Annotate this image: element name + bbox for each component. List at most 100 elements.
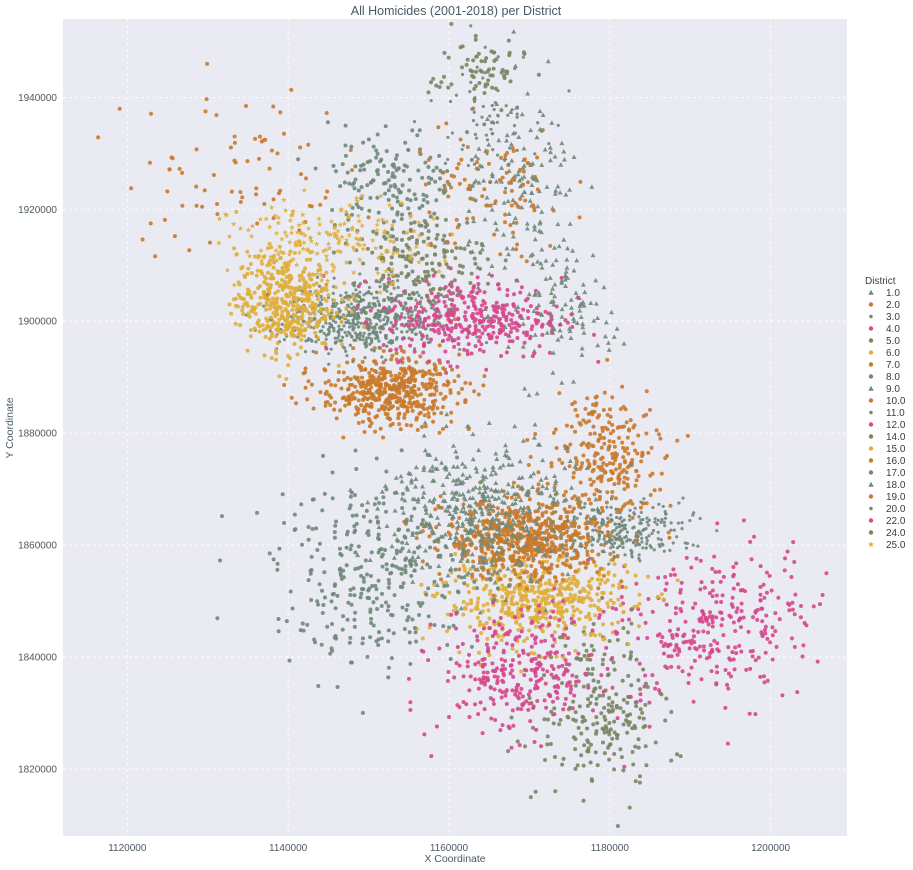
- data-point: [560, 577, 565, 582]
- data-point: [545, 717, 550, 722]
- data-point: [321, 453, 326, 458]
- data-point: [564, 558, 569, 563]
- data-point: [595, 506, 601, 511]
- data-point: [484, 577, 489, 582]
- data-point: [720, 617, 725, 622]
- data-point: [359, 375, 364, 380]
- data-point: [311, 349, 315, 354]
- data-point: [573, 569, 578, 574]
- data-point: [307, 320, 312, 325]
- data-point: [233, 296, 238, 301]
- data-point: [396, 285, 400, 290]
- data-point: [339, 320, 344, 325]
- data-point: [418, 392, 423, 397]
- data-point: [527, 695, 532, 700]
- data-point: [512, 292, 517, 297]
- data-point: [453, 509, 459, 515]
- data-point: [411, 323, 416, 328]
- data-point: [311, 497, 316, 502]
- data-point: [596, 464, 601, 469]
- data-point: [726, 671, 731, 676]
- data-point: [286, 260, 291, 265]
- data-point: [343, 346, 347, 350]
- data-point: [376, 637, 381, 642]
- data-point: [511, 590, 516, 595]
- data-point: [425, 334, 429, 338]
- data-point: [501, 603, 506, 608]
- data-point: [533, 535, 539, 540]
- data-point: [589, 521, 594, 526]
- data-point: [517, 514, 522, 519]
- data-point: [265, 323, 270, 328]
- data-point: [488, 589, 493, 594]
- data-point: [370, 306, 374, 310]
- data-point: [540, 457, 546, 463]
- data-point: [606, 570, 611, 575]
- data-point: [309, 277, 314, 282]
- data-point: [472, 579, 477, 584]
- data-point: [381, 342, 386, 347]
- data-point: [421, 350, 426, 355]
- data-point: [589, 694, 594, 699]
- data-point: [739, 609, 744, 614]
- data-point: [453, 477, 459, 483]
- data-point: [749, 557, 754, 562]
- data-point: [356, 311, 360, 315]
- data-point: [663, 456, 668, 461]
- data-point: [599, 673, 604, 678]
- data-point: [650, 609, 655, 614]
- data-point: [510, 321, 515, 326]
- data-point: [558, 514, 563, 519]
- data-point: [374, 266, 379, 271]
- data-point: [354, 294, 358, 298]
- data-point: [573, 538, 577, 543]
- data-point: [433, 244, 438, 249]
- data-point: [376, 308, 380, 313]
- data-point: [570, 604, 575, 609]
- data-point: [693, 601, 698, 606]
- data-point: [706, 630, 711, 635]
- data-point: [496, 586, 501, 591]
- data-point: [618, 406, 623, 411]
- data-point: [323, 317, 328, 322]
- data-point: [776, 595, 781, 600]
- data-point: [378, 366, 383, 371]
- data-point: [322, 340, 327, 345]
- data-point: [432, 623, 437, 628]
- data-point: [567, 464, 572, 469]
- data-point: [400, 311, 404, 316]
- data-point: [730, 650, 735, 655]
- data-point: [782, 568, 787, 573]
- data-point: [341, 370, 346, 375]
- data-point: [549, 314, 554, 319]
- data-point: [368, 635, 373, 640]
- data-point: [494, 340, 499, 345]
- data-point: [442, 367, 447, 372]
- series-12-0: [321, 266, 601, 375]
- data-point: [496, 282, 501, 287]
- data-point: [368, 574, 373, 579]
- data-point: [518, 532, 524, 538]
- data-point: [630, 501, 635, 506]
- data-point: [615, 638, 620, 643]
- data-point: [500, 607, 505, 612]
- data-point: [405, 308, 410, 313]
- data-point: [303, 266, 308, 271]
- data-point: [340, 297, 345, 302]
- data-point: [526, 541, 531, 546]
- data-point: [519, 484, 525, 490]
- data-point: [563, 269, 569, 274]
- data-point: [284, 376, 289, 381]
- data-point: [544, 551, 549, 556]
- data-point: [643, 673, 648, 678]
- data-point: [481, 383, 486, 388]
- data-point: [385, 608, 390, 613]
- data-point: [593, 563, 598, 568]
- data-point: [448, 319, 453, 324]
- data-point: [351, 281, 356, 286]
- data-point: [593, 613, 598, 618]
- data-point: [461, 563, 466, 568]
- data-point: [490, 536, 496, 542]
- data-point: [236, 280, 241, 285]
- data-point: [590, 549, 595, 554]
